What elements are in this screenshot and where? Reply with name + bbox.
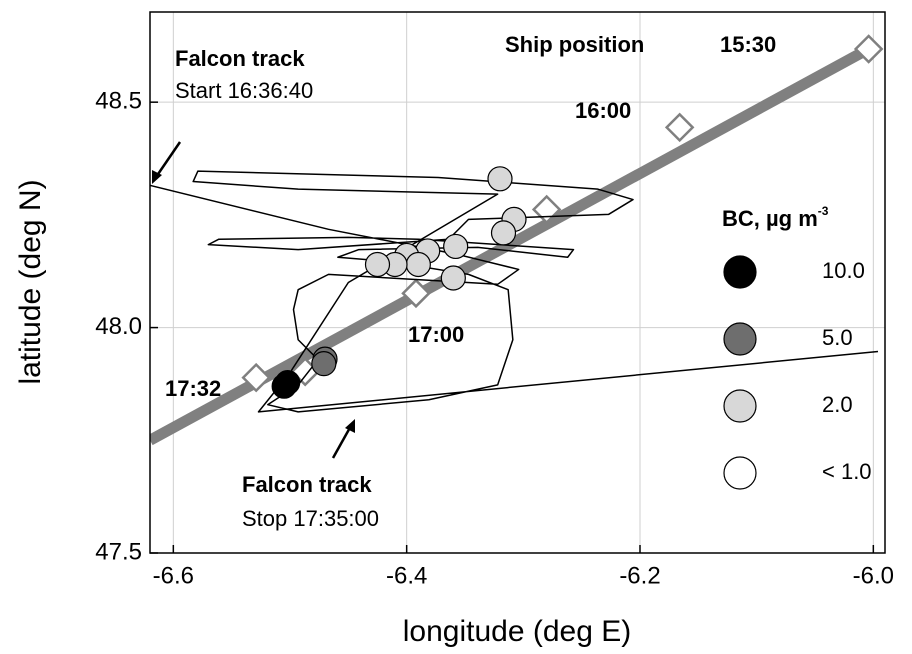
legend-label: 2.0 bbox=[822, 392, 853, 417]
legend-swatch bbox=[723, 456, 757, 490]
annotation: Falcon track bbox=[242, 472, 372, 497]
legend: 10.0 5.0 2.0 < 1.0 bbox=[723, 255, 872, 490]
bc-point bbox=[311, 351, 337, 377]
annotation: 16:00 bbox=[575, 98, 631, 123]
ship-marker bbox=[401, 278, 431, 309]
legend-label: 10.0 bbox=[822, 258, 865, 283]
falcon-track bbox=[150, 170, 879, 413]
bc-point bbox=[364, 251, 391, 278]
x-tick-label: -6.6 bbox=[153, 562, 194, 589]
legend-swatch bbox=[723, 255, 757, 289]
annotation: Stop 17:35:00 bbox=[242, 506, 379, 531]
x-tick-label: -6.2 bbox=[619, 562, 660, 589]
bc-point bbox=[405, 251, 431, 278]
x-axis-label: longitude (deg E) bbox=[403, 615, 632, 648]
y-tick-label: 47.5 bbox=[95, 538, 142, 565]
y-axis-label: latitude (deg N) bbox=[14, 179, 47, 384]
annotation: Ship position bbox=[505, 32, 644, 57]
points bbox=[271, 166, 527, 399]
annotation: 15:30 bbox=[720, 32, 776, 57]
annotation: 17:32 bbox=[165, 376, 221, 401]
ship-marker bbox=[664, 112, 695, 143]
legend-swatch bbox=[723, 389, 757, 423]
ship-marker bbox=[853, 34, 884, 64]
plot-frame bbox=[149, 11, 886, 554]
legend-label: < 1.0 bbox=[822, 459, 872, 484]
x-tick-label: -6.4 bbox=[386, 562, 427, 589]
legend-title: BC, µg m-3 bbox=[722, 204, 829, 231]
bc-point bbox=[443, 233, 469, 260]
arrow bbox=[331, 419, 355, 459]
bc-point bbox=[275, 369, 301, 396]
bc-point bbox=[440, 265, 466, 291]
legend-swatch bbox=[723, 322, 757, 356]
ship-marker bbox=[241, 362, 271, 393]
arrow bbox=[152, 141, 182, 184]
y-tick-label: 48.5 bbox=[95, 88, 142, 115]
annotation: Falcon track bbox=[175, 46, 305, 71]
tracks bbox=[150, 34, 884, 446]
legend-label: 5.0 bbox=[822, 325, 853, 350]
annotation: Start 16:36:40 bbox=[175, 78, 313, 103]
bc-point bbox=[490, 220, 517, 246]
y-tick-label: 48.0 bbox=[95, 313, 142, 340]
annotation: 17:00 bbox=[408, 322, 464, 347]
x-tick-label: -6.0 bbox=[853, 562, 894, 589]
bc-point bbox=[487, 166, 513, 192]
